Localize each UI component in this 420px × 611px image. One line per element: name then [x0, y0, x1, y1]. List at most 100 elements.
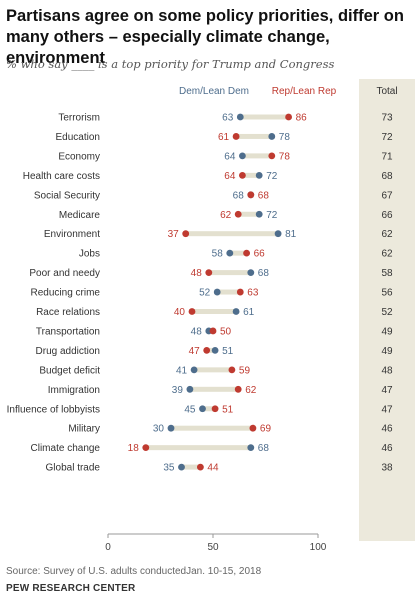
range-bar [240, 114, 289, 120]
dem-value-label: 35 [163, 463, 175, 474]
dem-value-label: 45 [184, 404, 196, 415]
dem-dot [247, 444, 255, 452]
rep-dot [268, 152, 276, 160]
rep-value-label: 37 [168, 229, 180, 240]
rep-dot [209, 327, 217, 335]
rep-dot [197, 463, 204, 471]
dem-dot [211, 347, 219, 354]
total-value: 38 [381, 463, 393, 474]
rep-dot [234, 385, 242, 393]
total-value: 49 [381, 326, 393, 337]
dem-value-label: 41 [176, 365, 188, 376]
rep-value-label: 44 [207, 463, 219, 474]
rep-value-label: 66 [254, 249, 266, 260]
range-bar [236, 133, 272, 139]
legend-dem: Dem/Lean Dem [179, 86, 249, 97]
total-value: 46 [381, 443, 393, 454]
dem-dot [232, 308, 240, 315]
rep-value-label: 69 [260, 424, 272, 435]
range-bar [206, 347, 216, 353]
rep-dot [228, 366, 236, 374]
chart-title: Partisans agree on some policy prioritie… [6, 7, 404, 67]
rep-dot [188, 308, 196, 315]
range-bar [171, 425, 253, 431]
rep-value-label: 78 [279, 151, 291, 162]
rep-value-label: 62 [245, 385, 257, 396]
rep-value-label: 68 [258, 190, 270, 201]
total-value: 73 [381, 113, 393, 124]
dem-value-label: 64 [224, 151, 236, 162]
row-label: Influence of lobbyists [7, 404, 100, 415]
row-label: Climate change [31, 443, 101, 454]
rep-dot [247, 191, 255, 199]
total-value: 48 [381, 365, 393, 376]
total-value: 47 [381, 404, 393, 415]
dem-value-label: 30 [153, 424, 165, 435]
rep-dot [182, 230, 190, 238]
range-bar [238, 211, 260, 217]
rep-value-label: 64 [224, 171, 236, 182]
dem-value-label: 72 [266, 210, 278, 221]
row-label: Immigration [48, 385, 100, 396]
range-bar [194, 367, 232, 373]
legend-rep: Rep/Lean Rep [272, 86, 337, 97]
range-bar [229, 250, 247, 256]
range-bar [185, 231, 279, 237]
range-bar [189, 386, 239, 392]
dem-value-label: 58 [212, 249, 224, 260]
row-label: Drug addiction [36, 346, 100, 357]
row-label: Military [68, 424, 100, 435]
row-label: Transportation [36, 326, 100, 337]
dem-dot [268, 133, 276, 140]
row-label: Race relations [36, 307, 100, 318]
range-bar [217, 289, 241, 295]
x-tick-label: 0 [105, 542, 111, 553]
rep-value-label: 50 [220, 326, 232, 337]
total-value: 62 [381, 229, 393, 240]
row-label: Economy [58, 151, 100, 162]
dem-value-label: 51 [222, 346, 234, 357]
rep-dot [243, 249, 251, 257]
row-label: Environment [44, 229, 100, 240]
x-tick-label: 50 [207, 542, 219, 553]
range-bar [145, 445, 251, 451]
total-value: 49 [381, 346, 393, 357]
dem-value-label: 81 [285, 229, 297, 240]
row-label: Budget deficit [39, 365, 100, 376]
range-bar [192, 309, 237, 314]
dem-dot [226, 249, 234, 257]
organization-credit: PEW RESEARCH CENTER [6, 583, 136, 594]
dem-dot [167, 424, 175, 432]
row-label: Jobs [79, 249, 100, 260]
rep-dot [234, 210, 242, 218]
total-column-background [359, 79, 415, 541]
rep-value-label: 18 [128, 443, 140, 454]
rep-value-label: 62 [220, 210, 232, 221]
total-value: 46 [381, 424, 393, 435]
rep-dot [203, 347, 211, 354]
row-label: Health care costs [23, 171, 100, 182]
dem-value-label: 78 [279, 132, 291, 143]
row-label: Education [56, 132, 100, 143]
rep-dot [205, 269, 213, 276]
total-value: 62 [381, 249, 393, 260]
range-bar [208, 270, 251, 276]
dem-value-label: 61 [243, 307, 255, 318]
row-label: Poor and needy [29, 268, 100, 279]
range-bar [242, 153, 272, 159]
total-value: 58 [381, 268, 393, 279]
row-label: Terrorism [58, 113, 100, 124]
dem-value-label: 72 [266, 171, 278, 182]
total-value: 66 [381, 210, 393, 221]
range-bar [242, 172, 260, 178]
dem-dot [213, 288, 221, 296]
total-value: 67 [381, 190, 393, 201]
source-note: Source: Survey of U.S. adults conductedJ… [6, 566, 262, 577]
total-value: 68 [381, 171, 393, 182]
x-tick-label: 100 [310, 542, 327, 553]
total-value: 47 [381, 385, 393, 396]
row-label: Medicare [59, 210, 101, 221]
rep-value-label: 63 [247, 288, 259, 299]
dem-dot [255, 210, 263, 218]
row-label: Global trade [46, 463, 101, 474]
